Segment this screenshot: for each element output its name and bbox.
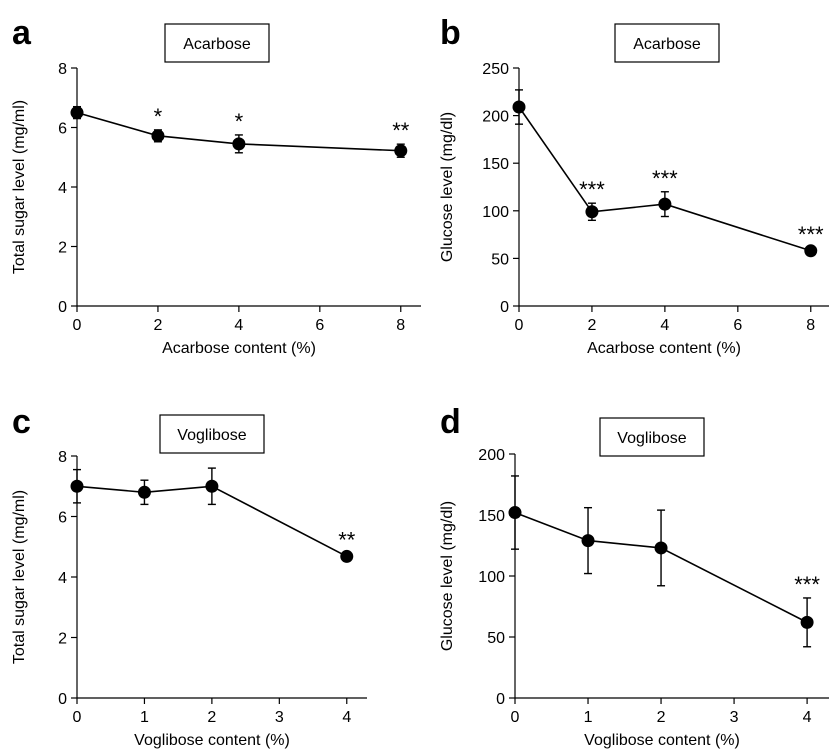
y-tick-label: 150 [482, 156, 509, 173]
data-point [70, 479, 84, 493]
significance-marker: * [154, 104, 163, 129]
x-tick-label: 0 [515, 317, 524, 334]
y-tick-label: 100 [482, 204, 509, 221]
data-point [340, 549, 354, 563]
y-tick-label: 0 [496, 691, 505, 708]
series-line [518, 106, 812, 252]
x-tick-label: 4 [342, 709, 351, 726]
chart-title: Voglibose [177, 427, 246, 444]
y-axis-label: Total sugar level (mg/ml) [11, 490, 28, 664]
data-point [151, 129, 165, 143]
y-tick-label: 50 [491, 251, 509, 268]
significance-marker: * [235, 109, 244, 134]
data-point [800, 615, 814, 629]
panel-letter: b [440, 14, 461, 52]
title-box [164, 23, 270, 63]
x-tick-label: 2 [587, 317, 596, 334]
x-tick-label: 3 [730, 709, 739, 726]
y-tick-label: 0 [500, 299, 509, 316]
data-point [70, 106, 84, 120]
panel-letter: a [12, 14, 32, 52]
title-box [614, 23, 720, 63]
x-tick-label: 8 [396, 317, 405, 334]
chart-title: Voglibose [617, 430, 686, 447]
y-tick-label: 0 [58, 691, 67, 708]
significance-marker: *** [794, 572, 820, 597]
x-tick-label: 2 [207, 709, 216, 726]
series-line [76, 485, 348, 558]
x-tick-label: 6 [315, 317, 324, 334]
x-tick-label: 0 [73, 317, 82, 334]
data-point [394, 144, 408, 158]
x-tick-label: 6 [733, 317, 742, 334]
chart-title: Acarbose [633, 36, 701, 53]
y-tick-label: 150 [478, 508, 505, 525]
x-tick-label: 4 [803, 709, 812, 726]
x-tick-label: 4 [660, 317, 669, 334]
x-axis-label: Voglibose content (%) [134, 732, 290, 749]
y-tick-label: 4 [58, 570, 67, 587]
y-tick-label: 6 [58, 121, 67, 138]
y-tick-label: 8 [58, 61, 67, 78]
panel-b: b Acarbose 0 50 100 150 200 250 0 2 4 6 8 Acarbose co… [439, 14, 829, 357]
panel-letter: c [12, 403, 31, 441]
data-point [232, 137, 246, 151]
x-tick-label: 1 [140, 709, 149, 726]
significance-marker: *** [579, 177, 605, 202]
x-axis-label: Voglibose content (%) [584, 732, 740, 749]
data-point [581, 534, 595, 548]
data-point [512, 100, 526, 114]
y-tick-label: 8 [58, 449, 67, 466]
y-axis-label: Total sugar level (mg/ml) [11, 100, 28, 274]
significance-marker: *** [798, 222, 824, 247]
title-box [599, 417, 705, 457]
x-tick-label: 2 [657, 709, 666, 726]
series-line [76, 111, 401, 152]
y-tick-label: 6 [58, 510, 67, 527]
x-tick-label: 3 [275, 709, 284, 726]
x-tick-label: 8 [806, 317, 815, 334]
panel-a: a Acarbose 0 2 4 6 8 0 2 4 6 8 Acarbose content (%) T… [11, 14, 421, 357]
x-tick-label: 0 [73, 709, 82, 726]
y-tick-label: 4 [58, 180, 67, 197]
y-tick-label: 0 [58, 299, 67, 316]
x-tick-label: 2 [153, 317, 162, 334]
data-point [205, 479, 219, 493]
y-tick-label: 200 [478, 447, 505, 464]
data-point [508, 506, 522, 520]
x-tick-label: 0 [511, 709, 520, 726]
x-tick-label: 1 [584, 709, 593, 726]
panel-letter: d [440, 403, 461, 441]
y-tick-label: 250 [482, 61, 509, 78]
data-point [804, 244, 818, 258]
significance-marker: *** [652, 166, 678, 191]
title-box [159, 414, 265, 454]
significance-marker: ** [392, 118, 410, 143]
x-tick-label: 4 [234, 317, 243, 334]
data-point [137, 485, 151, 499]
y-tick-label: 100 [478, 569, 505, 586]
y-tick-label: 200 [482, 109, 509, 126]
series-line [514, 511, 808, 624]
panel-d: d Voglibose 0 50 100 150 200 0 1 2 3 4 Voglibose con… [439, 403, 829, 749]
significance-marker: ** [338, 527, 356, 552]
chart-title: Acarbose [183, 36, 251, 53]
data-point [654, 541, 668, 555]
data-point [585, 205, 599, 219]
panel-c: c Voglibose 0 2 4 6 8 0 1 2 3 4 Voglibose content (%… [11, 403, 367, 749]
y-tick-label: 2 [58, 631, 67, 648]
y-axis-label: Glucose level (mg/dl) [439, 112, 456, 262]
y-tick-label: 2 [58, 240, 67, 257]
y-axis-label: Glucose level (mg/dl) [439, 501, 456, 651]
y-tick-label: 50 [487, 630, 505, 647]
x-axis-label: Acarbose content (%) [162, 340, 316, 357]
x-axis-label: Acarbose content (%) [587, 340, 741, 357]
data-point [658, 197, 672, 211]
